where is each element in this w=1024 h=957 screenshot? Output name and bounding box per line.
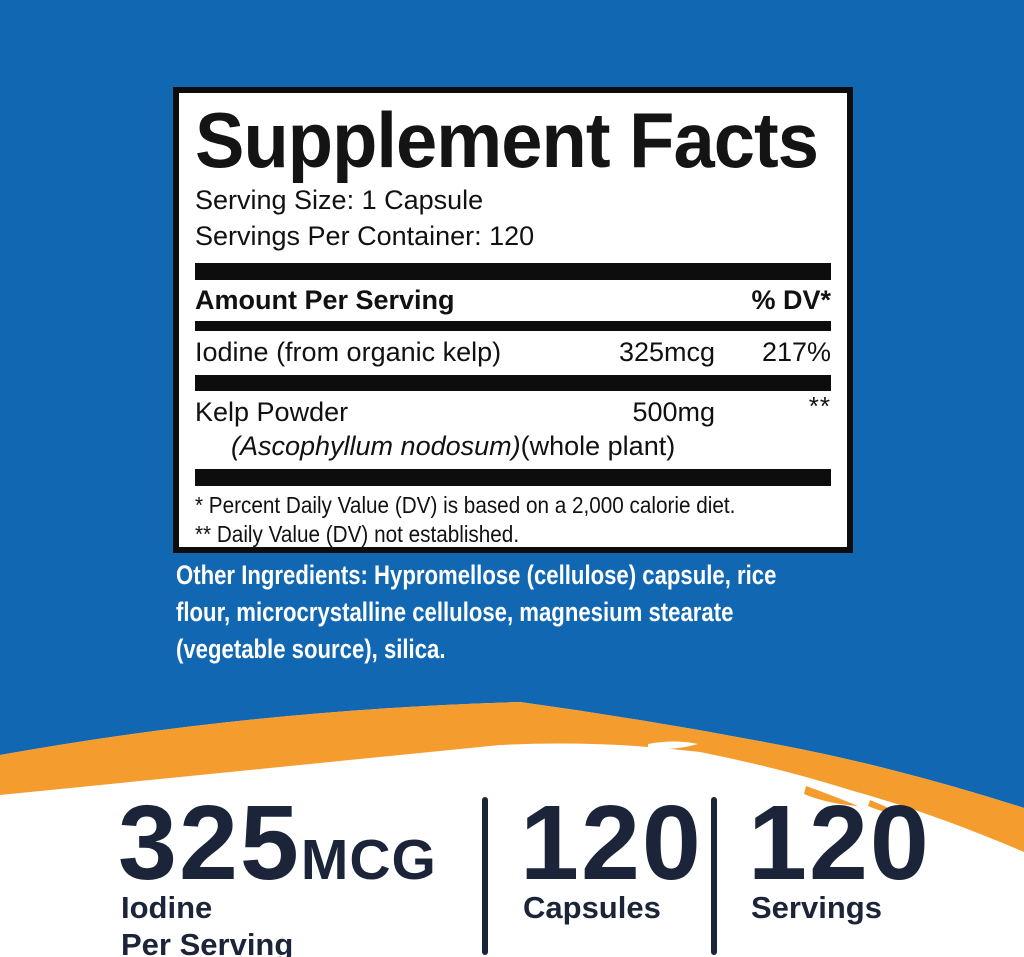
plant-part: (whole plant) <box>520 431 676 461</box>
botanical-name: (Ascophyllum nodosum) <box>231 431 521 461</box>
stat-value: 120 <box>748 784 931 902</box>
percent-dv-header: % DV* <box>751 285 831 315</box>
divider-bar-thin <box>195 321 831 331</box>
serving-size-line: Serving Size: 1 Capsule <box>195 185 484 215</box>
ingredient-row-kelp: Kelp Powder 500mg ** <box>195 391 831 428</box>
amount-header-row: Amount Per Serving % DV* <box>195 285 831 316</box>
stat-label-line: Per Serving <box>121 927 294 957</box>
other-ingredients-text: Other Ingredients: Hypromellose (cellulo… <box>176 557 1016 668</box>
footnote-percent-dv: * Percent Daily Value (DV) is based on a… <box>195 492 736 518</box>
divider-bar-heavy-bottom <box>195 469 831 486</box>
stat-capsules-label: Capsules <box>523 889 661 926</box>
stat-iodine-label: Iodine Per Serving <box>121 889 293 957</box>
stat-iodine-amount: 325MCG <box>118 790 437 896</box>
ingredient-subline: (Ascophyllum nodosum)(whole plant) <box>195 431 831 461</box>
other-ingredients-line: (vegetable source), silica. <box>176 634 446 664</box>
ingredient-row-iodine: Iodine (from organic kelp) 325mcg 217% <box>195 337 831 368</box>
brush-hair-detail <box>804 786 904 816</box>
divider-bar-heavy-top <box>195 263 831 280</box>
orange-swoosh <box>0 640 1024 852</box>
other-ingredients-line: flour, microcrystalline cellulose, magne… <box>176 597 734 627</box>
stat-serving-count: 120 <box>748 790 931 896</box>
divider-bar-medium <box>195 375 831 391</box>
stat-label-line: Iodine <box>121 890 213 925</box>
other-ingredients-line: Other Ingredients: Hypromellose (cellulo… <box>176 560 777 590</box>
ingredient-amount: 325mcg <box>618 337 715 367</box>
stat-label-line: Servings <box>751 890 882 925</box>
ingredient-dv: 217% <box>761 337 831 367</box>
stat-unit: MCG <box>300 828 437 892</box>
stat-divider <box>711 797 717 955</box>
blue-curve-shape <box>0 640 1024 808</box>
panel-title: Supplement Facts <box>195 96 819 184</box>
stat-capsule-count: 120 <box>520 790 703 896</box>
ingredient-amount: 500mg <box>632 397 715 427</box>
footnote-dv-not-established: ** Daily Value (DV) not established. <box>195 521 520 547</box>
amount-per-serving-header: Amount Per Serving <box>195 285 455 315</box>
stat-divider <box>482 797 488 955</box>
supplement-facts-panel: Supplement Facts Serving Size: 1 Capsule… <box>173 87 853 553</box>
orange-brush-shape <box>0 702 1024 852</box>
brush-notch-detail <box>648 741 698 749</box>
stat-servings-label: Servings <box>751 889 882 926</box>
servings-per-container-line: Servings Per Container: 120 <box>195 221 535 251</box>
ingredient-dv-not-established: ** <box>808 391 831 421</box>
stat-label-line: Capsules <box>523 890 661 925</box>
bottom-stats-band: 325MCG Iodine Per Serving 120 Capsules 1… <box>0 770 1024 957</box>
ingredient-name: Iodine (from organic kelp) <box>195 337 502 367</box>
ingredient-name: Kelp Powder <box>195 397 349 427</box>
stat-value: 120 <box>520 784 703 902</box>
stat-value: 325 <box>118 784 301 902</box>
